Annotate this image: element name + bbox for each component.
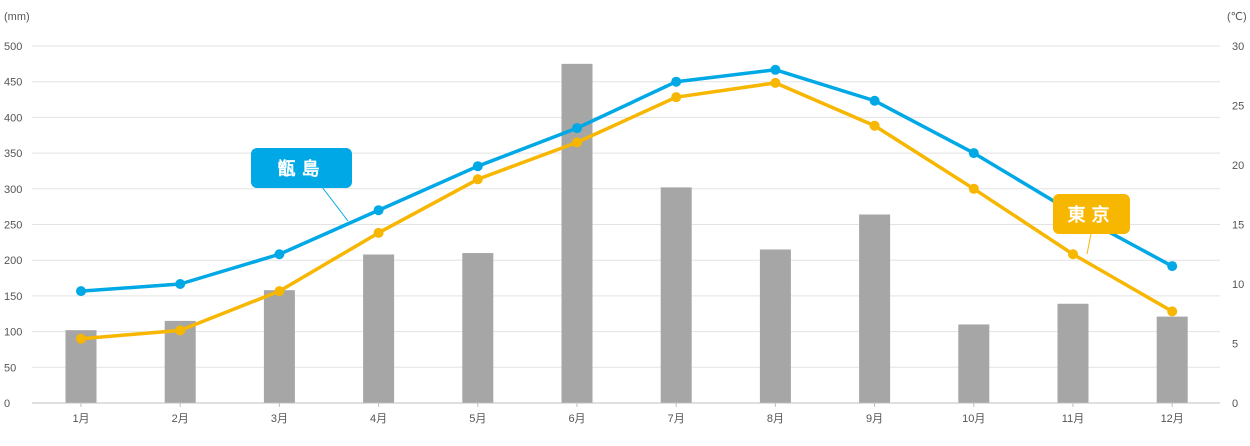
temp-point-koshikijima	[1167, 261, 1178, 272]
series-label-koshikijima: 甑島	[251, 148, 352, 222]
left-tick-label: 150	[4, 291, 22, 303]
left-axis-unit: (mm)	[4, 11, 30, 23]
temp-point-tokyo	[968, 183, 979, 194]
precip-bar	[958, 324, 990, 403]
temp-point-tokyo	[274, 286, 285, 297]
left-tick-label: 450	[4, 77, 22, 89]
x-tick-label: 2月	[172, 413, 189, 425]
left-tick-label: 200	[4, 255, 22, 267]
temp-point-tokyo	[175, 325, 186, 336]
x-tick-label: 11月	[1062, 413, 1084, 425]
tick-labels: 0 50 100 150 200 250 300 350 400 450 500 0 5 10 15 20 25…	[4, 41, 1244, 425]
x-tick-label: 10月	[962, 413, 985, 425]
gridlines	[32, 45, 1220, 368]
precip-bar	[263, 290, 295, 403]
left-tick-label: 50	[4, 362, 16, 374]
temperature-lines	[76, 64, 1178, 344]
temp-point-tokyo	[572, 137, 582, 148]
right-tick-label: 20	[1232, 160, 1244, 172]
left-tick-label: 350	[4, 148, 22, 160]
temp-point-tokyo	[373, 227, 384, 238]
axes: (mm) (℃)	[4, 11, 1247, 404]
precip-bar	[561, 63, 593, 403]
x-tick-label: 8月	[767, 413, 784, 425]
x-tick-label: 9月	[866, 413, 883, 425]
temp-point-tokyo	[76, 333, 86, 344]
temp-point-tokyo	[869, 120, 880, 131]
right-tick-label: 0	[1232, 398, 1238, 410]
temp-point-koshikijima	[76, 286, 86, 297]
x-tick-label: 6月	[568, 413, 585, 425]
right-tick-label: 25	[1232, 101, 1244, 113]
temp-point-koshikijima	[869, 95, 880, 106]
temp-point-tokyo	[671, 92, 682, 103]
x-tick-label: 12月	[1161, 413, 1184, 425]
temp-point-tokyo	[770, 77, 781, 88]
precip-bar	[859, 214, 891, 403]
right-tick-label: 15	[1232, 220, 1244, 232]
x-tick-label: 7月	[668, 413, 685, 425]
callout-box-koshikijima	[251, 148, 352, 188]
x-tick-label: 4月	[370, 413, 387, 425]
temp-point-koshikijima	[175, 279, 186, 289]
left-tick-label: 500	[4, 41, 22, 53]
left-tick-label: 0	[4, 398, 10, 410]
temp-line-tokyo	[79, 81, 1174, 341]
temp-point-koshikijima	[770, 64, 781, 75]
temp-point-koshikijima	[274, 249, 285, 260]
temp-point-koshikijima	[472, 161, 483, 172]
x-tick-label: 1月	[72, 413, 89, 425]
temp-point-koshikijima	[968, 148, 979, 159]
right-tick-label: 30	[1232, 41, 1244, 53]
temp-point-koshikijima	[572, 123, 582, 134]
right-tick-label: 10	[1232, 279, 1244, 291]
precipitation-bars	[65, 63, 1188, 403]
callout-leader-koshikijima	[321, 186, 349, 222]
callout-text-tokyo: 東京	[1068, 204, 1116, 225]
temp-point-tokyo	[1167, 306, 1178, 317]
precip-bar	[462, 253, 494, 403]
temp-point-tokyo	[1068, 249, 1078, 260]
temp-point-tokyo	[472, 174, 483, 185]
temp-point-koshikijima	[373, 205, 384, 216]
left-tick-label: 400	[4, 112, 22, 124]
right-axis-unit: (℃)	[1227, 11, 1247, 23]
precip-bar	[1057, 303, 1089, 403]
right-tick-label: 5	[1232, 339, 1238, 351]
precip-bar	[1156, 316, 1188, 403]
x-tick-label: 3月	[271, 413, 288, 425]
x-tick-label: 5月	[469, 413, 486, 425]
precip-bar	[660, 187, 692, 403]
temp-point-koshikijima	[671, 76, 682, 87]
callout-text-koshikijima: 甑島	[278, 158, 326, 179]
series-label-tokyo: 東京	[1053, 194, 1130, 255]
precip-bar	[363, 254, 395, 403]
temp-line-koshikijima	[79, 68, 1174, 293]
left-tick-label: 250	[4, 220, 22, 232]
callout-box-tokyo	[1053, 194, 1130, 234]
callout-leader-tokyo	[1086, 233, 1092, 255]
precip-bar	[759, 249, 791, 403]
left-tick-label: 100	[4, 327, 22, 339]
left-tick-label: 300	[4, 184, 22, 196]
